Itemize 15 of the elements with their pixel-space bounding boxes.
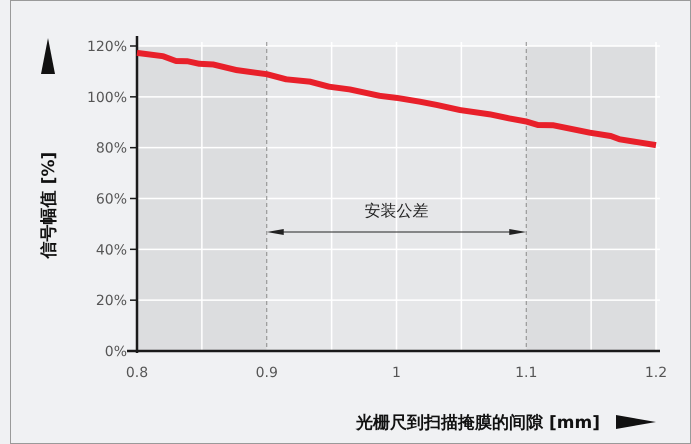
y-tick-label: 120% bbox=[86, 39, 127, 55]
y-tick-label: 0% bbox=[104, 344, 127, 360]
y-tick-label: 60% bbox=[96, 192, 127, 208]
x-tick-label: 0.9 bbox=[256, 365, 278, 381]
x-tick-label: 1 bbox=[392, 365, 401, 381]
x-tick-label: 1.2 bbox=[644, 365, 668, 381]
band-label: 安装公差 bbox=[364, 201, 428, 220]
y-tick-label: 100% bbox=[86, 90, 127, 106]
y-tick-label: 80% bbox=[96, 140, 127, 157]
x-tick-label: 1.1 bbox=[515, 365, 538, 381]
x-axis-title: 光栅尺到扫描掩膜的间隙 [mm] bbox=[355, 413, 600, 433]
y-tick-label: 20% bbox=[96, 293, 127, 310]
y-axis-title: 信号幅值 [%] bbox=[39, 152, 59, 260]
y-tick-label: 40% bbox=[96, 242, 127, 258]
x-tick-label: 0.8 bbox=[126, 365, 148, 381]
